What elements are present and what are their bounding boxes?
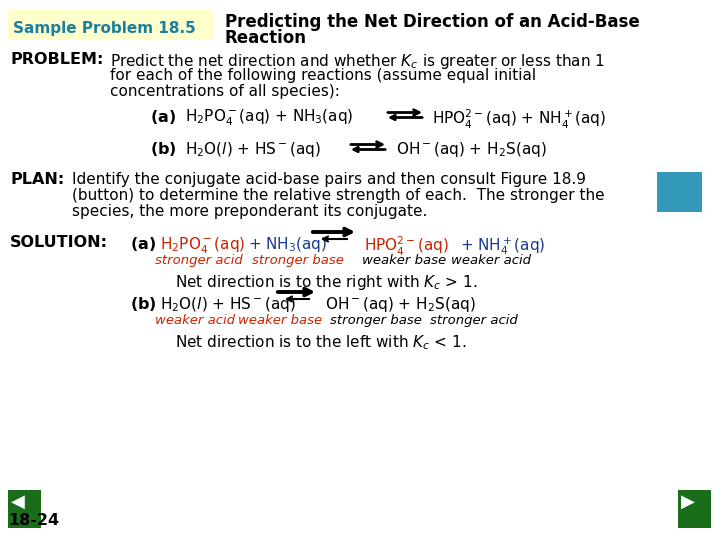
Text: HPO$_4^{2-}$(aq): HPO$_4^{2-}$(aq): [364, 235, 449, 258]
FancyBboxPatch shape: [8, 490, 41, 528]
Text: H$_2$PO$_4^-$(aq): H$_2$PO$_4^-$(aq): [160, 235, 246, 255]
Text: species, the more preponderant its conjugate.: species, the more preponderant its conju…: [72, 204, 428, 219]
Text: Net direction is to the left with $K_c$ < 1.: Net direction is to the left with $K_c$ …: [175, 333, 467, 352]
Text: Predict the net direction and whether $K_c$ is greater or less than 1: Predict the net direction and whether $K…: [110, 52, 605, 71]
Text: Sample Problem 18.5: Sample Problem 18.5: [13, 21, 196, 36]
Text: $\mathbf{(a)}$: $\mathbf{(a)}$: [150, 108, 176, 126]
Text: H$_2$O($l$) + HS$^-$(aq): H$_2$O($l$) + HS$^-$(aq): [160, 295, 296, 314]
Text: weaker acid: weaker acid: [155, 314, 235, 327]
Text: ▶: ▶: [681, 493, 695, 511]
Text: (button) to determine the relative strength of each.  The stronger the: (button) to determine the relative stren…: [72, 188, 605, 203]
Text: OH$^-$(aq) + H$_2$S(aq): OH$^-$(aq) + H$_2$S(aq): [325, 295, 476, 314]
Text: weaker acid: weaker acid: [451, 254, 531, 267]
Text: + NH$_3$(aq): + NH$_3$(aq): [248, 235, 327, 254]
Text: HPO$_4^{2-}$(aq) + NH$_4^+$(aq): HPO$_4^{2-}$(aq) + NH$_4^+$(aq): [432, 108, 606, 131]
FancyBboxPatch shape: [657, 172, 702, 212]
Text: $\mathbf{(b)}$: $\mathbf{(b)}$: [150, 140, 176, 158]
FancyBboxPatch shape: [678, 490, 711, 528]
Text: OH$^-$(aq) + H$_2$S(aq): OH$^-$(aq) + H$_2$S(aq): [396, 140, 546, 159]
Text: PROBLEM:: PROBLEM:: [10, 52, 104, 67]
Text: stronger base: stronger base: [252, 254, 344, 267]
Text: weaker base: weaker base: [238, 314, 322, 327]
Text: SOLUTION:: SOLUTION:: [10, 235, 108, 250]
Text: H$_2$PO$_4^-$(aq) + NH$_3$(aq): H$_2$PO$_4^-$(aq) + NH$_3$(aq): [185, 108, 354, 129]
Text: H$_2$O($l$) + HS$^-$(aq): H$_2$O($l$) + HS$^-$(aq): [185, 140, 321, 159]
Text: + NH$_4^+$(aq): + NH$_4^+$(aq): [460, 235, 545, 257]
Text: ◀: ◀: [11, 493, 25, 511]
Text: $\mathbf{(b)}$: $\mathbf{(b)}$: [130, 295, 157, 313]
Text: for each of the following reactions (assume equal initial: for each of the following reactions (ass…: [110, 68, 536, 83]
Text: 18-24: 18-24: [8, 513, 59, 528]
Text: $\mathbf{(a)}$: $\mathbf{(a)}$: [130, 235, 156, 253]
Text: Reaction: Reaction: [225, 29, 307, 47]
Text: stronger base: stronger base: [330, 314, 422, 327]
Text: stronger acid: stronger acid: [155, 254, 243, 267]
Text: PLAN:: PLAN:: [10, 172, 64, 187]
Text: stronger acid: stronger acid: [430, 314, 518, 327]
Text: Predicting the Net Direction of an Acid-Base: Predicting the Net Direction of an Acid-…: [225, 13, 640, 31]
Text: weaker base: weaker base: [362, 254, 446, 267]
Text: concentrations of all species):: concentrations of all species):: [110, 84, 340, 99]
FancyBboxPatch shape: [8, 10, 213, 40]
Text: Net direction is to the right with $K_c$ > 1.: Net direction is to the right with $K_c$…: [175, 273, 477, 292]
Text: Identify the conjugate acid-base pairs and then consult Figure 18.9: Identify the conjugate acid-base pairs a…: [72, 172, 586, 187]
